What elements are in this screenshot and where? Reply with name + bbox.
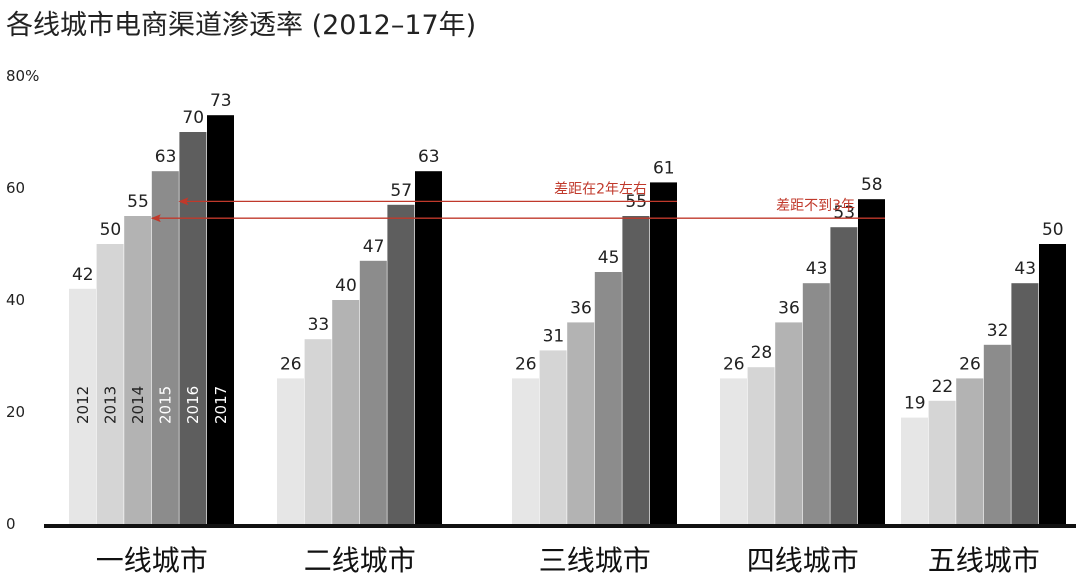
value-label: 26 — [515, 354, 537, 374]
value-label: 36 — [570, 298, 592, 318]
value-label: 26 — [723, 354, 745, 374]
value-label: 57 — [390, 181, 412, 201]
bar-2013 — [539, 350, 567, 524]
bar-2013 — [304, 339, 332, 524]
bar-2015 — [359, 260, 387, 524]
category-label: 四线城市 — [747, 544, 859, 577]
value-label: 50 — [1042, 220, 1064, 240]
bar-2017 — [1039, 244, 1066, 524]
bar-2017 — [415, 171, 442, 524]
chart-title: 各线城市电商渠道渗透率 (2012–17年) — [6, 10, 476, 41]
value-label: 26 — [959, 354, 981, 374]
category-label: 二线城市 — [304, 544, 416, 577]
bar-2016 — [830, 227, 858, 524]
y-tick-label: 60 — [6, 179, 25, 197]
bar-2014 — [956, 378, 984, 524]
value-label: 55 — [127, 192, 149, 212]
category-labels: 一线城市 二线城市 三线城市 四线城市 五线城市 — [96, 544, 1040, 577]
value-label: 31 — [543, 326, 565, 346]
y-tick-label: 80% — [6, 67, 39, 85]
value-label: 26 — [280, 354, 302, 374]
value-label: 43 — [1014, 259, 1036, 279]
bar-2016 — [622, 216, 650, 524]
bar-2013 — [96, 244, 124, 524]
bar-2015 — [594, 272, 622, 524]
value-label: 43 — [806, 259, 828, 279]
year-label: 2017 — [212, 386, 230, 424]
category-label: 一线城市 — [96, 544, 208, 577]
bar-2016 — [387, 204, 415, 525]
y-tick-label: 40 — [6, 291, 25, 309]
bar-2012 — [512, 378, 539, 524]
bar-2017 — [650, 182, 677, 524]
value-label: 70 — [182, 108, 204, 128]
bar-2012 — [69, 288, 96, 524]
value-label: 40 — [335, 276, 357, 296]
value-label: 50 — [100, 220, 122, 240]
bar-2014 — [124, 216, 152, 524]
value-label: 22 — [932, 377, 954, 397]
bar-2013 — [928, 400, 956, 524]
bar-2017 — [858, 199, 885, 524]
value-label: 19 — [904, 394, 926, 414]
annotation-text: 差距在2年左右 — [554, 181, 647, 197]
year-label: 2014 — [129, 386, 147, 424]
value-label: 45 — [598, 248, 620, 268]
bar-2015 — [802, 283, 830, 524]
bar-2015 — [151, 171, 179, 524]
year-label: 2015 — [157, 386, 175, 424]
bar-2013 — [747, 367, 775, 524]
annotation-text: 差距不到3年 — [776, 198, 855, 214]
value-label: 47 — [363, 237, 385, 257]
year-label: 2013 — [101, 386, 119, 424]
bar-2016 — [179, 132, 207, 524]
category-label: 三线城市 — [539, 544, 651, 577]
value-label: 42 — [72, 265, 94, 285]
bar-2012 — [901, 417, 928, 524]
value-label: 36 — [778, 298, 800, 318]
bar-2012 — [277, 378, 304, 524]
bar-2017 — [207, 115, 234, 524]
category-label: 五线城市 — [928, 544, 1040, 577]
bar-2014 — [775, 322, 803, 524]
bar-2014 — [567, 322, 595, 524]
year-label: 2012 — [74, 386, 92, 424]
y-tick-label: 20 — [6, 403, 25, 421]
y-axis-ticks: 0 20 40 60 80% — [6, 67, 39, 533]
bar-2014 — [332, 300, 360, 524]
bar-2012 — [720, 378, 747, 524]
value-label: 63 — [155, 147, 177, 167]
value-label: 63 — [418, 147, 440, 167]
bar-2016 — [1011, 283, 1039, 524]
value-label: 58 — [861, 175, 883, 195]
value-label: 73 — [210, 91, 232, 111]
value-label: 61 — [653, 158, 675, 178]
bars: 42 2012 50 2013 55 2014 63 2015 70 2016 73 2017 26 33… — [69, 91, 1066, 525]
value-label: 33 — [308, 315, 330, 335]
bar-2015 — [983, 344, 1011, 524]
year-label: 2016 — [184, 386, 202, 424]
y-tick-label: 0 — [6, 515, 16, 533]
value-label: 32 — [987, 321, 1009, 341]
value-label: 28 — [751, 343, 773, 363]
